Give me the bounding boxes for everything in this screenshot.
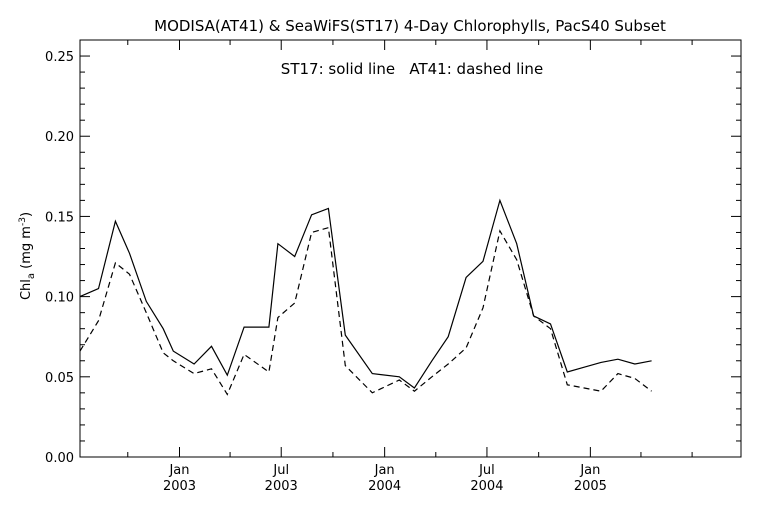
x-tick-label-month: Jul (272, 463, 289, 478)
x-tick-label-month: Jul (478, 463, 495, 478)
y-tick-label: 0.00 (45, 451, 74, 466)
y-tick-label: 0.25 (45, 50, 74, 65)
x-tick-label-year: 2003 (265, 479, 298, 494)
x-tick-label-year: 2004 (470, 479, 503, 494)
y-tick-label: 0.15 (45, 210, 74, 225)
y-tick-label: 0.05 (45, 371, 74, 386)
y-tick-label: 0.10 (45, 291, 74, 306)
y-axis-label: Chla (mg m-3) (18, 212, 37, 300)
plot-frame (79, 39, 742, 458)
x-tick-label-year: 2005 (574, 479, 607, 494)
series-line-at41 (79, 226, 652, 396)
series-layer (79, 198, 652, 396)
chart-title: MODISA(AT41) & SeaWiFS(ST17) 4-Day Chlor… (154, 17, 666, 35)
series-line-st17 (79, 198, 652, 389)
legend-text: ST17: solid line AT41: dashed line (281, 60, 543, 78)
axis-ticks: 0.000.050.100.150.200.25Jan2003Jul2003Ja… (45, 39, 741, 494)
x-tick-label-year: 2003 (163, 479, 196, 494)
x-tick-label-month: Jan (168, 463, 189, 478)
x-tick-label-year: 2004 (368, 479, 401, 494)
y-tick-label: 0.20 (45, 130, 74, 145)
x-tick-label-month: Jan (579, 463, 600, 478)
x-tick-label-month: Jan (374, 463, 395, 478)
